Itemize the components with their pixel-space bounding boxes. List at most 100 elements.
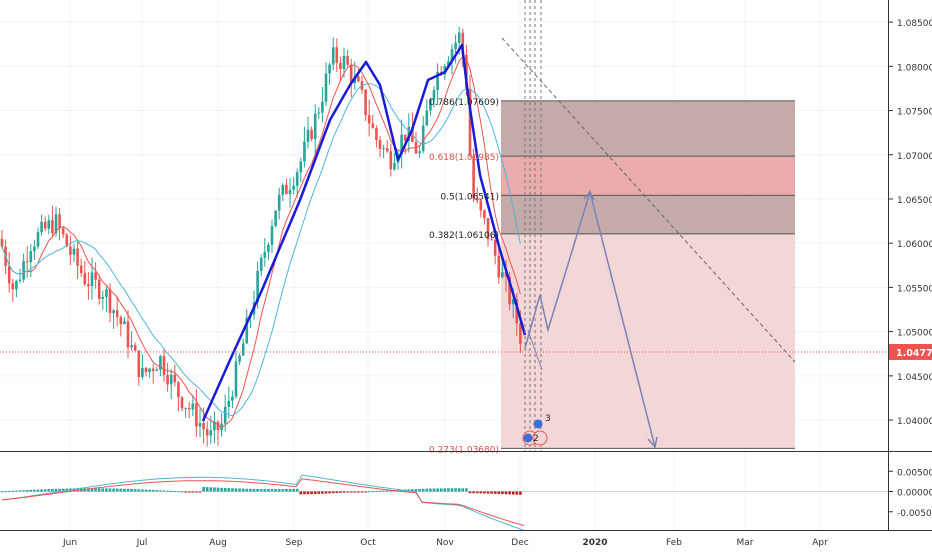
candle-body xyxy=(310,129,313,139)
fib-zone-lower xyxy=(501,233,795,449)
candle-body xyxy=(133,345,137,351)
macd-histogram-bar xyxy=(97,488,101,492)
candle-body xyxy=(202,423,205,430)
candle-body xyxy=(472,155,475,199)
macd-histogram-bar xyxy=(432,488,436,492)
macd-histogram-bar xyxy=(504,491,508,495)
macd-signal-line xyxy=(1,478,525,527)
macd-histogram-bar xyxy=(328,491,331,494)
candle-body xyxy=(184,407,187,409)
macd-histogram-bar xyxy=(33,489,36,492)
macd-histogram-bar xyxy=(490,491,493,494)
macd-histogram-bar xyxy=(292,488,295,492)
pattern-overlay: 32 xyxy=(0,0,888,451)
candle-body xyxy=(25,261,29,263)
fib-level-label: 0.5(1.06541) xyxy=(440,192,499,202)
event-marker xyxy=(523,433,533,443)
current-price-label: 1.04770 xyxy=(896,348,932,359)
macd-histogram-bar xyxy=(51,488,54,492)
macd-histogram-bar xyxy=(141,489,144,492)
macd-histogram-bar xyxy=(270,489,274,492)
macd-histogram-bar xyxy=(472,491,475,494)
candle-body xyxy=(166,374,169,385)
candle-body xyxy=(479,200,483,211)
fib-zones xyxy=(501,100,795,449)
price-tick-label: 1.07500 xyxy=(897,108,932,118)
candle-body xyxy=(155,369,159,372)
candle-body xyxy=(22,261,25,280)
macd-histogram-bar xyxy=(213,487,216,492)
candle-body xyxy=(130,345,133,348)
macd-histogram-bar xyxy=(357,491,360,493)
candle-body xyxy=(515,299,519,324)
candle-body xyxy=(141,367,144,378)
macd-histogram-bar xyxy=(72,488,76,492)
macd-histogram-bar xyxy=(281,489,285,492)
candle-body xyxy=(36,232,40,247)
time-tick-label: Aug xyxy=(209,538,227,548)
macd-histogram-bar xyxy=(465,488,468,492)
macd-histogram-bar xyxy=(274,489,277,492)
candle-body xyxy=(418,151,421,154)
macd-histogram-bar xyxy=(105,488,108,492)
macd-histogram-bar xyxy=(180,491,184,493)
macd-histogram-bar xyxy=(468,491,472,494)
candle-body xyxy=(468,88,472,156)
candle-body xyxy=(450,49,454,62)
macd-histogram-bar xyxy=(346,491,349,493)
candle-body xyxy=(277,194,281,211)
macd-histogram-bar xyxy=(436,488,439,492)
macd-histogram-bar xyxy=(11,490,15,492)
candle-body xyxy=(486,218,490,240)
macd-histogram-bar xyxy=(87,488,90,492)
macd-histogram-bar xyxy=(166,490,169,492)
candle-body xyxy=(238,355,241,362)
candle-body xyxy=(231,396,234,401)
candle-body xyxy=(173,374,177,383)
candle-body xyxy=(378,139,382,149)
macd-histogram-bar xyxy=(447,488,450,492)
price-tick-label: 1.05000 xyxy=(897,329,932,339)
candle-body xyxy=(436,71,439,91)
candle-body xyxy=(508,276,511,305)
candle-body xyxy=(94,272,97,280)
candle-body xyxy=(389,151,393,170)
candle-body xyxy=(375,127,378,140)
price-tick-label: 1.04000 xyxy=(897,417,932,427)
macd-histogram-bar xyxy=(411,489,414,492)
candle-body xyxy=(105,289,108,297)
candle-body xyxy=(313,113,317,139)
candle-body xyxy=(195,403,198,427)
candle-body xyxy=(403,134,407,141)
candle-body xyxy=(321,101,324,113)
macd-histogram-bar xyxy=(367,491,371,493)
candle-body xyxy=(432,90,436,100)
macd-histogram-bar xyxy=(475,491,479,494)
macd-tick-label: -0.00500 xyxy=(897,509,932,519)
macd-histogram-bar xyxy=(61,488,65,492)
candle-body xyxy=(11,283,15,290)
candle-body xyxy=(393,162,396,170)
candle-body xyxy=(123,321,126,324)
candle-body xyxy=(241,343,245,356)
macd-histogram-bar xyxy=(137,489,141,492)
candle-body xyxy=(191,403,195,410)
trend-line-dashed xyxy=(501,37,796,363)
candle-body xyxy=(76,248,79,266)
candle-body xyxy=(69,246,72,255)
candle-body xyxy=(357,76,360,82)
macd-histogram-bar xyxy=(184,491,187,493)
candle-body xyxy=(72,248,76,255)
candle-body xyxy=(209,430,213,436)
macd-histogram-bar xyxy=(220,487,223,492)
macd-histogram-bar xyxy=(421,488,425,492)
candle-body xyxy=(87,284,90,287)
macd-histogram-bar xyxy=(259,488,263,492)
macd-histogram-bar xyxy=(310,491,313,495)
macd-histogram-bar xyxy=(324,491,328,494)
macd-histogram-bar xyxy=(493,491,497,494)
macd-panel xyxy=(0,451,932,531)
time-tick-label: Sep xyxy=(286,538,303,548)
macd-histogram-bar xyxy=(313,491,317,494)
